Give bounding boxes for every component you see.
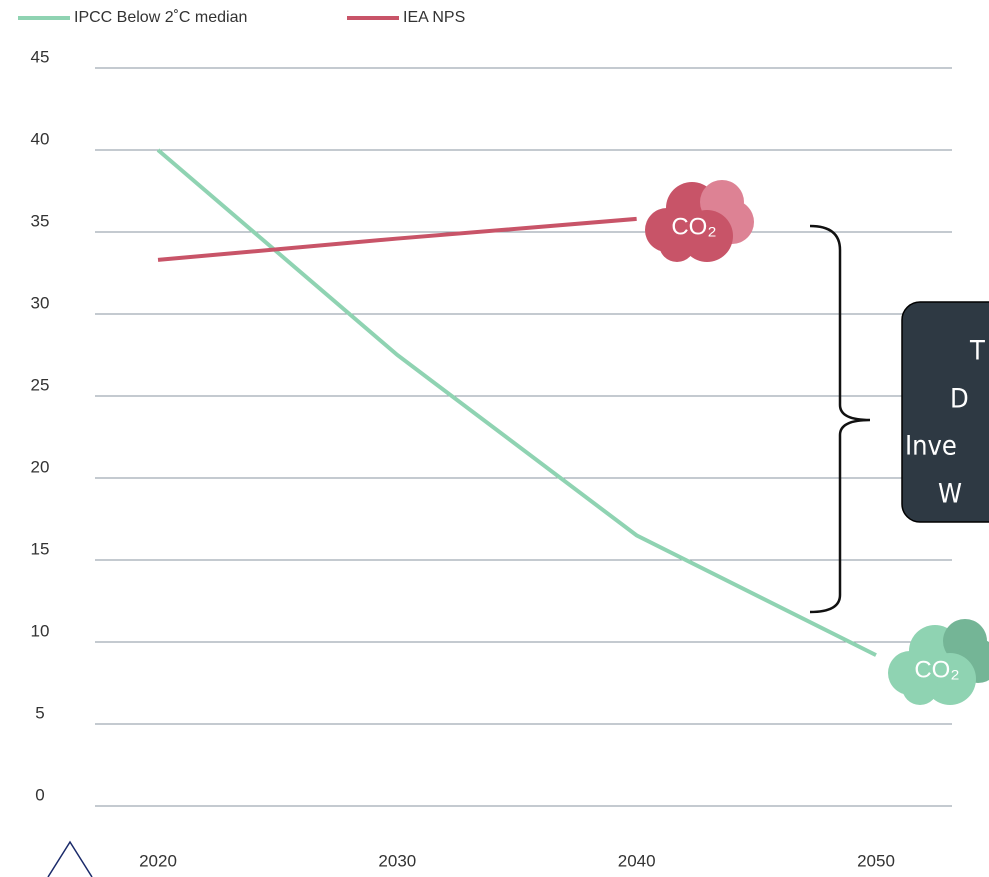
y-tick-label: 40 bbox=[31, 129, 50, 148]
series-line bbox=[156, 148, 877, 657]
y-tick-label: 20 bbox=[31, 457, 50, 476]
y-tick-label: 45 bbox=[31, 47, 50, 66]
series-line bbox=[157, 216, 637, 262]
lines bbox=[156, 148, 877, 657]
y-tick-label: 10 bbox=[31, 621, 50, 640]
x-tick-label: 2030 bbox=[378, 851, 416, 870]
x-tick-label: 2020 bbox=[139, 851, 177, 870]
grid: 0 5 10 15 20 25 30 35 40 45 2020 2030 2040 2050 bbox=[31, 47, 952, 870]
y-tick-label: 30 bbox=[31, 293, 50, 312]
y-tick-label: 35 bbox=[31, 211, 50, 230]
legend-label: IPCC Below 2˚C median bbox=[74, 9, 247, 26]
legend: IPCC Below 2˚C median IEA NPS bbox=[18, 9, 465, 26]
co2-label: CO₂ bbox=[671, 213, 716, 240]
green-cloud: CO₂ bbox=[888, 619, 989, 705]
y-tick-label: 15 bbox=[31, 539, 50, 558]
annotation-box: T D Inve W bbox=[901, 301, 989, 523]
box-text: T bbox=[969, 336, 985, 367]
co2-label: CO₂ bbox=[914, 656, 959, 683]
y-tick-label: 5 bbox=[35, 703, 44, 722]
x-tick-label: 2050 bbox=[857, 851, 895, 870]
brace bbox=[809, 224, 871, 614]
legend-label: IEA NPS bbox=[403, 9, 465, 26]
box-text: D bbox=[950, 384, 969, 415]
x-tick-label: 2040 bbox=[618, 851, 656, 870]
red-cloud: CO₂ bbox=[645, 180, 754, 262]
box-text: Inve bbox=[905, 431, 957, 462]
y-tick-label: 25 bbox=[31, 375, 50, 394]
logo bbox=[47, 840, 93, 877]
y-tick-label: 0 bbox=[35, 785, 44, 804]
box-text: W bbox=[938, 479, 962, 510]
